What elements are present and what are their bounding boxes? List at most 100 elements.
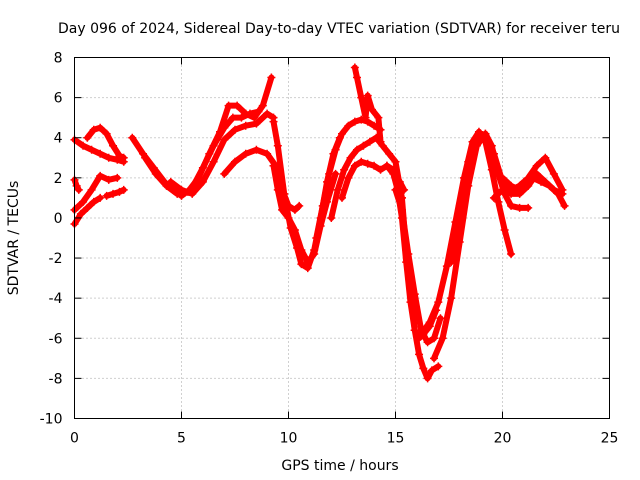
data-point [89, 125, 98, 134]
data-point [350, 63, 359, 72]
data-point [128, 133, 137, 142]
data-point [205, 149, 214, 158]
data-point [498, 185, 507, 194]
data-point [273, 141, 282, 150]
data-point [104, 175, 113, 184]
data-point [464, 157, 473, 166]
data-point [352, 145, 361, 154]
data-point [346, 153, 355, 162]
data-point [344, 173, 353, 182]
y-axis-label: SDTVAR / TECUs [6, 181, 22, 296]
data-point [554, 189, 563, 198]
data-point [376, 165, 385, 174]
data-point [76, 209, 85, 218]
data-point [295, 201, 304, 210]
data-point [278, 205, 287, 214]
data-point [560, 201, 569, 210]
data-point [410, 290, 419, 299]
data-point [263, 109, 272, 118]
data-point [447, 294, 456, 303]
y-tick-label: -4 [49, 291, 63, 307]
data-point [96, 149, 105, 158]
data-point [541, 153, 550, 162]
data-point [119, 185, 128, 194]
data-point [297, 246, 306, 255]
data-point [385, 149, 394, 158]
y-tick-label: 0 [54, 211, 63, 227]
data-point [363, 91, 372, 100]
y-tick-label: -8 [49, 371, 63, 387]
data-point [83, 133, 92, 142]
data-point [303, 258, 312, 267]
data-point [188, 189, 197, 198]
data-point [79, 141, 88, 150]
data-point [436, 314, 445, 323]
data-point [374, 113, 383, 122]
data-point [338, 129, 346, 138]
data-point [494, 197, 503, 206]
data-point [389, 169, 398, 178]
data-point [109, 189, 118, 198]
data-point [115, 187, 124, 196]
data-point [363, 159, 372, 168]
data-point [359, 141, 368, 150]
data-point [72, 181, 81, 190]
data-point [357, 157, 366, 166]
data-point [273, 185, 282, 194]
grid [74, 57, 610, 419]
data-point [425, 318, 434, 327]
data-point [423, 338, 432, 347]
data-point [507, 201, 516, 210]
data-point [297, 260, 306, 269]
data-point [340, 165, 349, 174]
data-point [237, 113, 246, 122]
x-tick-label: 25 [601, 431, 619, 447]
y-tick-label: 8 [54, 51, 63, 67]
series-layer [70, 63, 569, 383]
data-point [109, 141, 118, 150]
series-line [221, 146, 303, 213]
data-point [96, 123, 105, 132]
data-point [352, 73, 361, 82]
data-point [515, 203, 524, 212]
data-point [74, 185, 83, 194]
data-point [391, 185, 400, 194]
data-point [250, 113, 259, 122]
data-point [331, 145, 340, 154]
data-point [233, 101, 242, 110]
data-point [290, 225, 299, 234]
data-point [228, 113, 237, 122]
data-point [511, 185, 520, 194]
data-point [455, 201, 464, 210]
y-tick-label: 2 [54, 171, 63, 187]
data-point [434, 298, 443, 307]
data-point [220, 169, 229, 178]
data-point [241, 121, 250, 130]
series-track-2 [83, 123, 128, 162]
data-point [162, 181, 171, 190]
data-point [231, 125, 239, 134]
data-point [327, 213, 336, 222]
data-point [404, 250, 413, 259]
data-point [376, 137, 385, 146]
data-point [241, 109, 250, 118]
data-point [419, 364, 428, 373]
data-point [507, 250, 516, 259]
y-tick-label: -2 [49, 251, 63, 267]
data-point [269, 161, 278, 170]
data-point [417, 330, 426, 339]
data-point [434, 362, 443, 371]
data-point [442, 262, 451, 271]
series-track-6 [70, 175, 83, 194]
series-track-1 [70, 135, 128, 166]
x-tick-label: 0 [70, 431, 79, 447]
data-point [489, 193, 498, 202]
series-track-5 [102, 185, 128, 200]
data-point [166, 177, 175, 186]
data-point [558, 185, 567, 194]
data-point [318, 201, 327, 210]
data-point [361, 113, 370, 122]
data-point [96, 171, 105, 180]
data-point [430, 354, 439, 363]
